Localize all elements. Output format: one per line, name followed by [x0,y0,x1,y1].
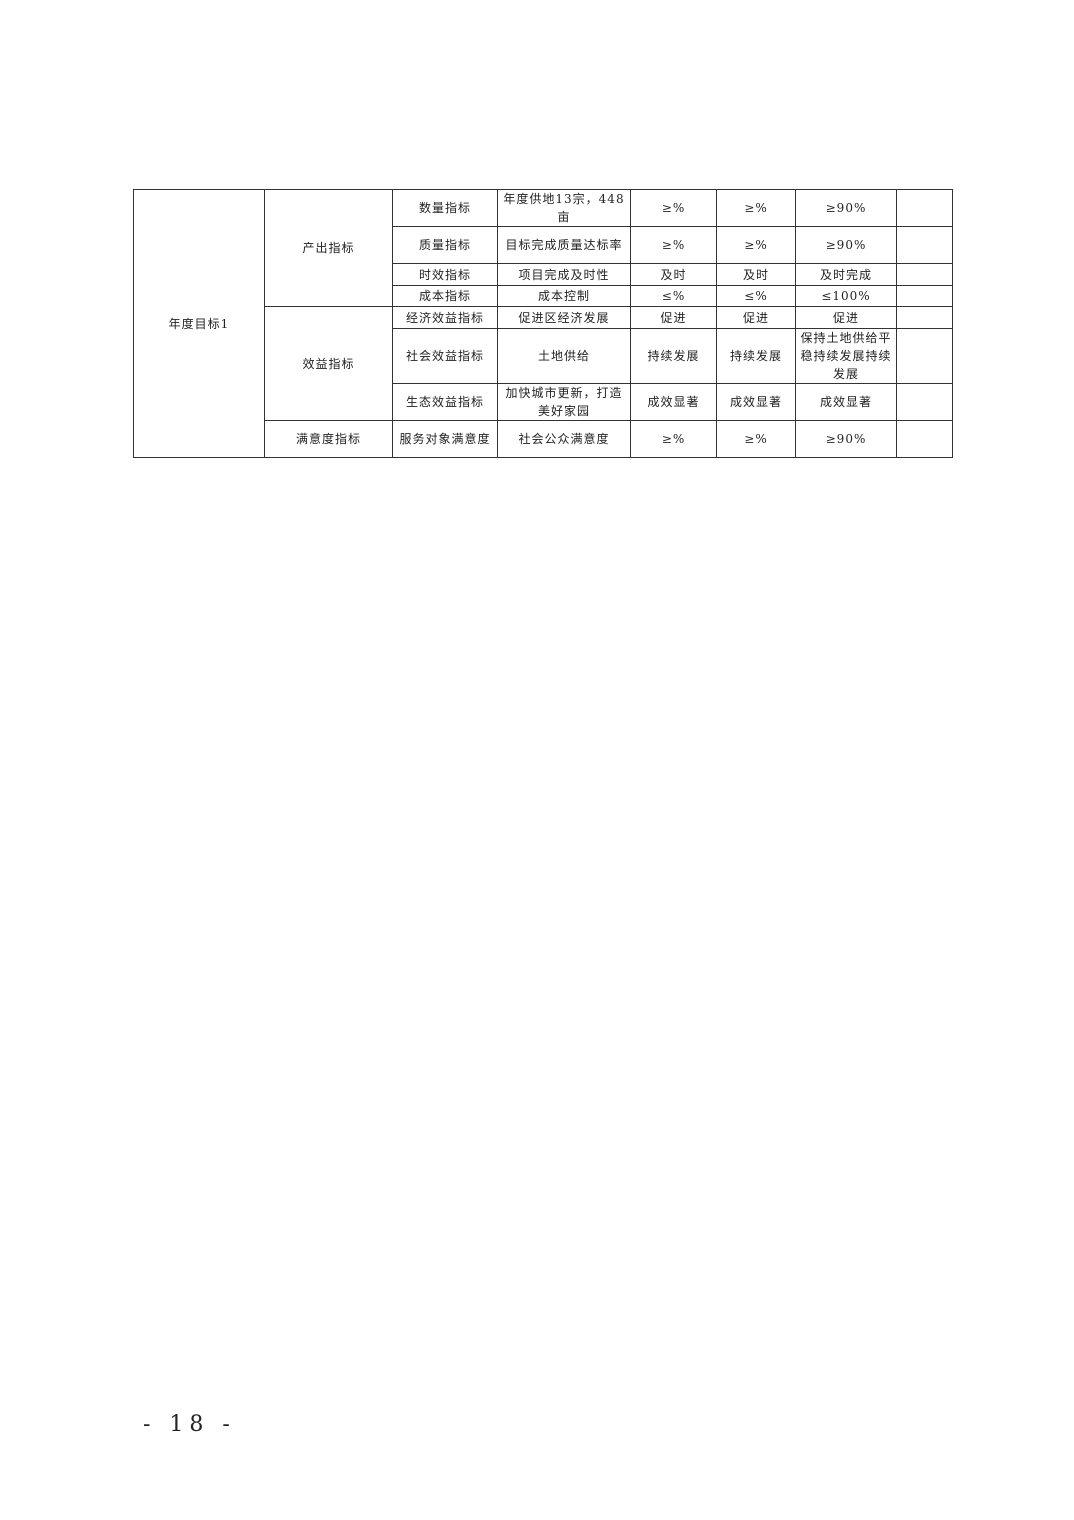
performance-table: 年度目标1 产出指标 数量指标 年度供地13宗，448亩 ≥% ≥% ≥90% 质量指标 目标完… [133,189,953,458]
c4-cell [896,226,953,264]
c3-cell: ≤100% [795,285,897,307]
c4-cell [896,383,953,421]
content-cell: 加快城市更新，打造美好家园 [497,383,631,421]
sub-cell: 生态效益指标 [392,383,498,421]
content-cell: 促进区经济发展 [497,306,631,329]
c3-cell: ≥90% [795,226,897,264]
sub-cell: 数量指标 [392,189,498,227]
c4-cell [896,189,953,227]
c2-cell: ≥% [716,420,796,458]
page-number: - 18 - [143,1412,236,1437]
sub-cell: 社会效益指标 [392,328,498,384]
table-row: 满意度指标 服务对象满意度 社会公众满意度 ≥% ≥% ≥90% [134,420,953,458]
c1-cell: 成效显著 [630,383,717,421]
c2-cell: ≥% [716,226,796,264]
c4-cell [896,285,953,307]
table-row: 成本指标 成本控制 ≤% ≤% ≤100% [134,285,953,307]
c4-cell [896,328,953,384]
sub-cell: 经济效益指标 [392,306,498,329]
c1-cell: ≥% [630,420,717,458]
c1-cell: ≥% [630,226,717,264]
c2-cell: 成效显著 [716,383,796,421]
content-cell: 土地供给 [497,328,631,384]
c2-cell: 促进 [716,306,796,329]
table-row: 社会效益指标 土地供给 持续发展 持续发展 保持土地供给平稳持续发展持续发展 [134,328,953,384]
c2-cell: 持续发展 [716,328,796,384]
c4-cell [896,420,953,458]
content-cell: 年度供地13宗，448亩 [497,189,631,227]
c3-cell: 及时完成 [795,263,897,286]
c1-cell: ≤% [630,285,717,307]
table-row: 质量指标 目标完成质量达标率 ≥% ≥% ≥90% [134,226,953,264]
c3-cell: 促进 [795,306,897,329]
sub-cell: 质量指标 [392,226,498,264]
sub-cell: 成本指标 [392,285,498,307]
c1-cell: ≥% [630,189,717,227]
content-cell: 社会公众满意度 [497,420,631,458]
c1-cell: 促进 [630,306,717,329]
c3-cell: 成效显著 [795,383,897,421]
c4-cell [896,263,953,286]
table-row: 年度目标1 产出指标 数量指标 年度供地13宗，448亩 ≥% ≥% ≥90% [133,189,953,458]
content-cell: 目标完成质量达标率 [497,226,631,264]
c2-cell: ≥% [716,189,796,227]
group-cell: 产出指标 [264,189,393,307]
sub-cell: 服务对象满意度 [392,420,498,458]
table-row: 时效指标 项目完成及时性 及时 及时 及时完成 [134,263,953,286]
content-cell: 项目完成及时性 [497,263,631,286]
c2-cell: 及时 [716,263,796,286]
c1-cell: 及时 [630,263,717,286]
c3-cell: ≥90% [795,189,897,227]
sub-cell: 时效指标 [392,263,498,286]
c3-cell: 保持土地供给平稳持续发展持续发展 [795,328,897,384]
content-cell: 成本控制 [497,285,631,307]
goal-cell: 年度目标1 [133,189,265,458]
c2-cell: ≤% [716,285,796,307]
group-cell: 满意度指标 [264,420,393,458]
group-cell: 效益指标 [264,306,393,421]
c1-cell: 持续发展 [630,328,717,384]
c4-cell [896,306,953,329]
c3-cell: ≥90% [795,420,897,458]
